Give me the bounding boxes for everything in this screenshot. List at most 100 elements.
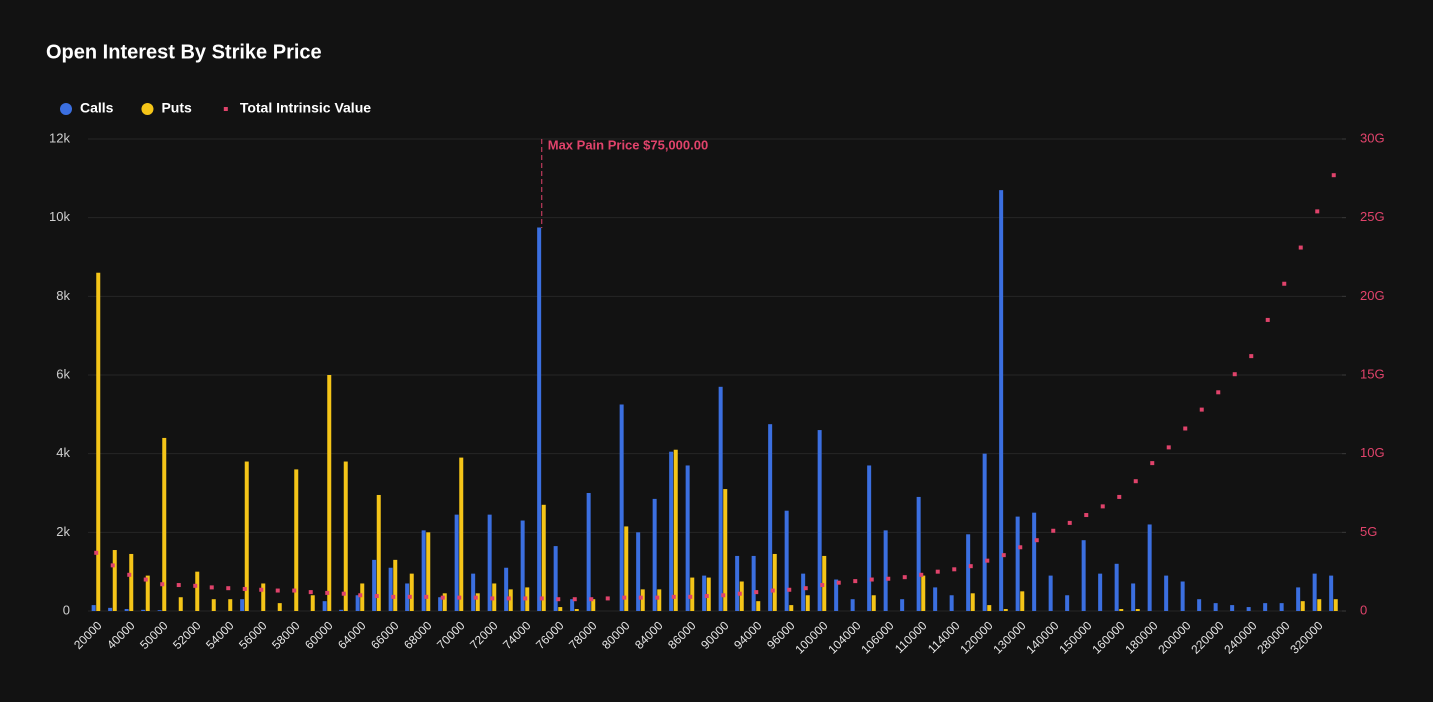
bar	[1197, 599, 1202, 611]
bar	[834, 579, 839, 611]
bar	[409, 573, 414, 611]
dot	[1315, 209, 1320, 214]
dot	[770, 588, 775, 593]
bar	[96, 272, 101, 611]
bar	[739, 581, 744, 611]
legend-label: Puts	[161, 100, 192, 116]
dot	[886, 576, 891, 581]
dot	[473, 595, 478, 600]
dot	[1034, 538, 1039, 543]
dot	[1166, 445, 1171, 450]
dot	[358, 593, 363, 598]
bar	[376, 494, 381, 611]
dot	[325, 590, 330, 595]
bar	[574, 609, 579, 611]
bar	[228, 599, 233, 611]
dot	[110, 563, 115, 568]
dot	[1232, 372, 1237, 377]
bar	[355, 595, 360, 611]
bar	[652, 498, 657, 611]
bar	[586, 493, 591, 611]
bar	[1263, 603, 1268, 611]
bar	[1114, 563, 1119, 611]
dot	[1282, 281, 1287, 286]
bar	[1164, 575, 1169, 611]
dot	[1001, 553, 1006, 558]
bar	[438, 597, 443, 611]
dot	[902, 575, 907, 580]
bar	[475, 593, 480, 611]
dot	[1249, 354, 1254, 359]
bar	[1230, 605, 1235, 611]
dot	[1100, 504, 1105, 509]
bar	[240, 599, 245, 611]
bar	[570, 599, 575, 611]
bar	[393, 559, 398, 611]
bar	[244, 461, 249, 611]
dot	[952, 567, 957, 572]
dot	[1216, 390, 1221, 395]
bar	[982, 453, 987, 611]
dot	[292, 588, 297, 593]
bar	[553, 546, 558, 611]
bar	[1180, 581, 1185, 611]
dot	[1331, 173, 1336, 178]
annotation: Max Pain Price $75,000.00	[548, 137, 708, 152]
dot	[803, 586, 808, 591]
bar	[801, 573, 806, 611]
chart-title: Open Interest By Strike Price	[46, 41, 322, 63]
dot	[1199, 407, 1204, 412]
bar	[1312, 573, 1317, 611]
y2-tick-label: 30G	[1360, 130, 1385, 145]
dot	[160, 582, 165, 587]
bar	[673, 449, 678, 611]
dot	[985, 558, 990, 563]
bar	[1119, 609, 1124, 611]
dot	[539, 596, 544, 601]
y2-tick-label: 5G	[1360, 524, 1377, 539]
bar	[459, 457, 464, 611]
bar	[970, 593, 975, 611]
bar	[1300, 601, 1305, 611]
dot	[506, 596, 511, 601]
dot	[638, 595, 643, 600]
y2-tick-label: 25G	[1360, 209, 1385, 224]
bar	[640, 589, 645, 611]
dot	[704, 594, 709, 599]
bar	[145, 575, 150, 611]
dot	[1084, 513, 1089, 518]
dot	[787, 587, 792, 592]
bar	[1081, 540, 1086, 611]
bar	[883, 530, 888, 611]
bar	[1135, 609, 1140, 611]
y-tick-label: 4k	[56, 445, 70, 460]
bar	[871, 595, 876, 611]
y2-tick-label: 0	[1360, 602, 1367, 617]
dot	[721, 593, 726, 598]
bar	[1048, 575, 1053, 611]
bar	[900, 599, 905, 611]
dot	[556, 597, 561, 602]
legend-label: Total Intrinsic Value	[240, 100, 371, 116]
bar	[723, 489, 728, 611]
bar	[999, 190, 1004, 611]
bar	[735, 555, 740, 611]
bar	[657, 589, 662, 611]
dot	[259, 587, 264, 592]
dot	[820, 583, 825, 588]
dot	[754, 590, 759, 595]
bar	[987, 605, 992, 611]
dot	[176, 583, 181, 588]
dot	[935, 569, 940, 574]
bar	[817, 430, 822, 611]
bar	[591, 599, 596, 611]
bar	[751, 555, 756, 611]
dot	[737, 591, 742, 596]
bar	[405, 583, 410, 611]
bar	[454, 514, 459, 611]
dot	[143, 577, 148, 582]
dot	[242, 586, 247, 591]
dot	[374, 594, 379, 599]
bar	[1296, 587, 1301, 611]
